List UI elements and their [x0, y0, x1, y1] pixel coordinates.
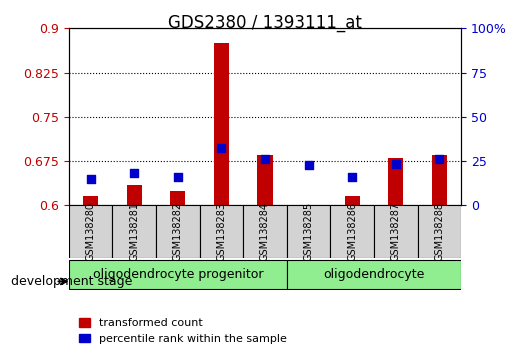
FancyBboxPatch shape	[200, 205, 243, 258]
FancyBboxPatch shape	[374, 205, 418, 258]
Point	[174, 174, 182, 180]
Point	[348, 174, 356, 180]
Point	[261, 156, 269, 162]
Bar	[127, 185, 142, 205]
Point	[86, 176, 95, 182]
Text: GSM138288: GSM138288	[434, 202, 444, 261]
FancyBboxPatch shape	[243, 205, 287, 258]
Text: GSM138283: GSM138283	[216, 202, 226, 261]
FancyBboxPatch shape	[156, 205, 200, 258]
Text: GSM138282: GSM138282	[173, 202, 183, 262]
FancyBboxPatch shape	[69, 205, 112, 258]
Text: GSM138281: GSM138281	[129, 202, 139, 261]
Bar	[214, 43, 229, 205]
Text: GSM138287: GSM138287	[391, 202, 401, 262]
Text: GDS2380 / 1393111_at: GDS2380 / 1393111_at	[168, 14, 362, 32]
Text: oligodendrocyte progenitor: oligodendrocyte progenitor	[93, 268, 263, 281]
Point	[304, 162, 313, 168]
FancyBboxPatch shape	[287, 260, 461, 289]
FancyBboxPatch shape	[330, 205, 374, 258]
Legend: transformed count, percentile rank within the sample: transformed count, percentile rank withi…	[74, 314, 291, 348]
Point	[130, 170, 138, 176]
Bar	[388, 158, 403, 205]
Text: GSM138286: GSM138286	[347, 202, 357, 261]
Text: GSM138284: GSM138284	[260, 202, 270, 261]
Text: oligodendrocyte: oligodendrocyte	[323, 268, 425, 281]
Bar	[344, 196, 360, 205]
FancyBboxPatch shape	[418, 205, 461, 258]
Text: GSM138280: GSM138280	[86, 202, 96, 261]
FancyBboxPatch shape	[69, 260, 287, 289]
FancyBboxPatch shape	[112, 205, 156, 258]
Point	[435, 156, 444, 162]
FancyBboxPatch shape	[287, 205, 330, 258]
Bar	[258, 155, 272, 205]
Point	[392, 161, 400, 167]
Text: development stage: development stage	[11, 275, 132, 288]
Point	[217, 145, 226, 150]
Bar	[170, 190, 185, 205]
Text: GSM138285: GSM138285	[304, 202, 314, 262]
Bar	[83, 196, 99, 205]
Bar	[432, 155, 447, 205]
